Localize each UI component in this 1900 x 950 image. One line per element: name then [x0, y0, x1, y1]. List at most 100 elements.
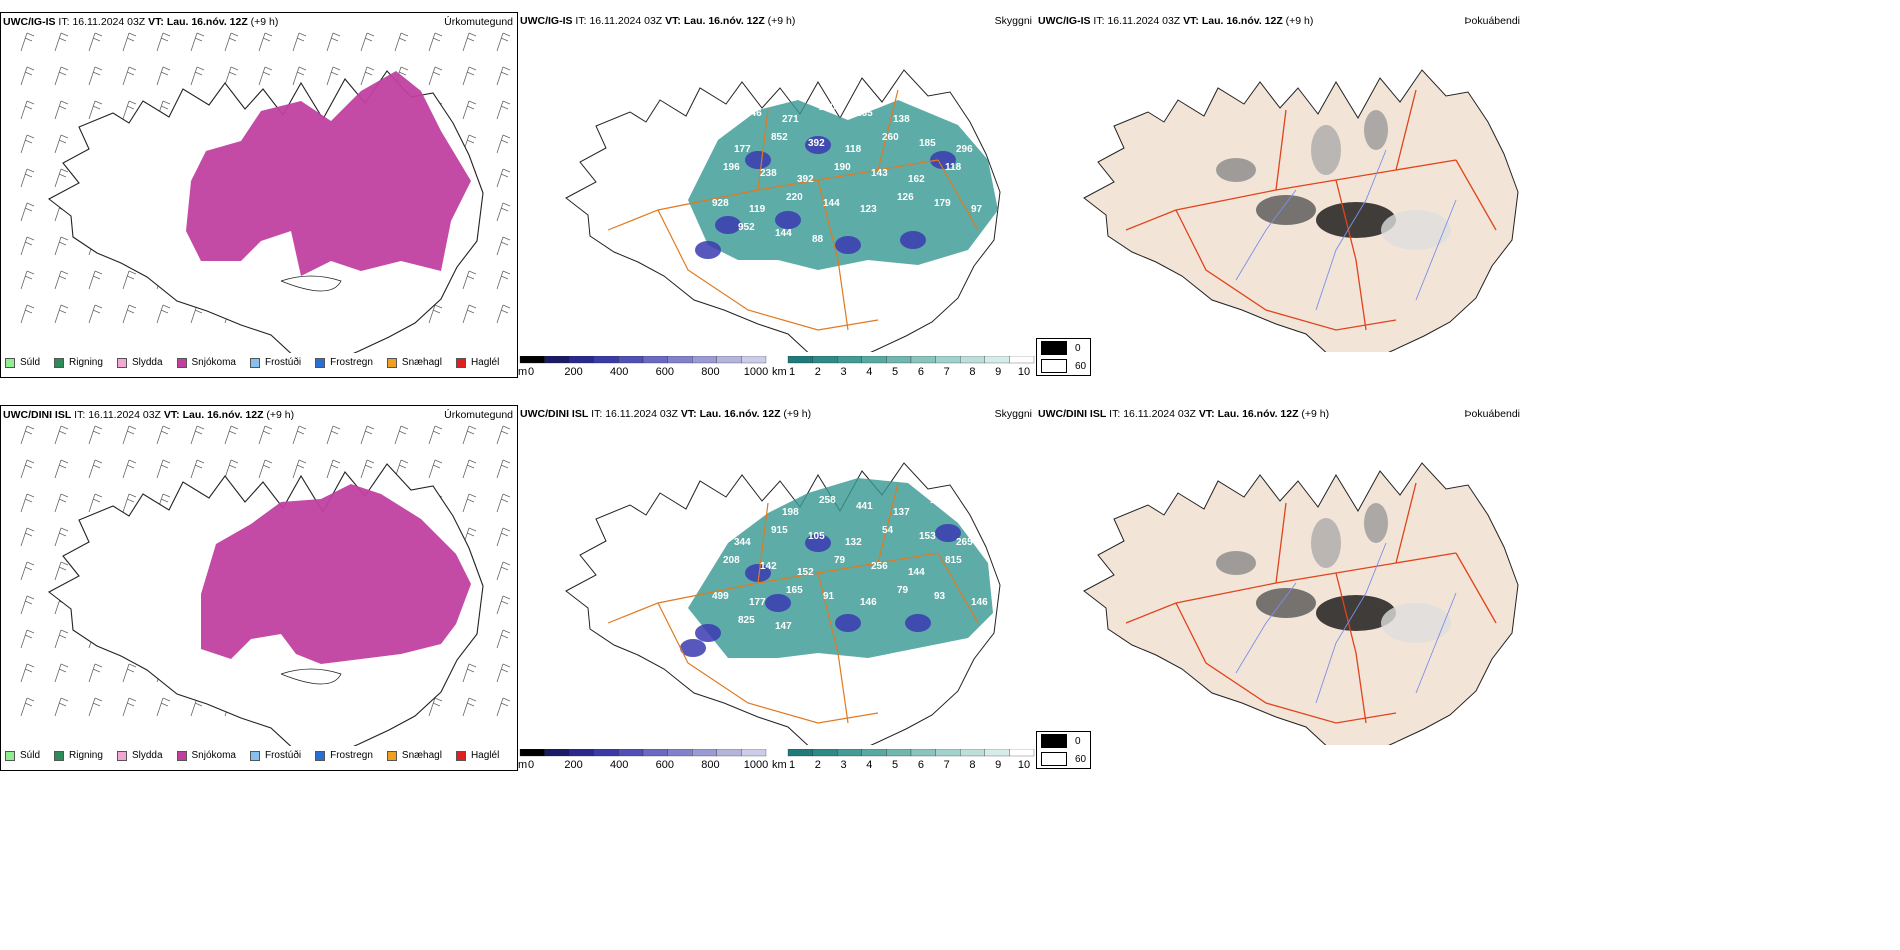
visibility-tick: 10: [1018, 759, 1030, 771]
wind-barb: [122, 459, 137, 479]
wind-barb: [462, 32, 477, 52]
wind-barb: [88, 697, 103, 717]
wind-barb: [496, 425, 511, 445]
fog-patch: [1311, 518, 1341, 568]
wind-barb: [156, 66, 171, 86]
wind-barb: [88, 32, 103, 52]
visibility-tick: 5: [892, 759, 898, 771]
wind-barb: [224, 32, 239, 52]
cloud-base-value: 499: [712, 591, 729, 602]
wind-barb: [394, 425, 409, 445]
legend-swatch: [455, 750, 466, 761]
wind-barb: [224, 459, 239, 479]
cloud-base-value: 88: [812, 234, 824, 245]
fog-legend-white-swatch: [1041, 752, 1067, 766]
precip-legend: Súld Rigning Slydda Snjókoma Frostúði Frostre…: [5, 750, 499, 761]
legend-swatch: [54, 750, 65, 761]
legend-item: Frostregn: [315, 357, 373, 368]
legend-item: Rigning: [54, 750, 103, 761]
fog-map: [1036, 30, 1524, 352]
wind-barb: [496, 304, 511, 324]
wind-barb: [360, 459, 375, 479]
visibility-colorbar-segment: [910, 356, 936, 364]
wind-barb: [122, 663, 137, 683]
height-colorbar-segment: [569, 356, 594, 364]
fog-patch: [1364, 110, 1388, 150]
low-cloud-cell: [935, 524, 961, 542]
wind-barb: [20, 134, 35, 154]
rivers: [1235, 542, 1457, 704]
wind-barb: [428, 304, 443, 324]
visibility-colorbar-segment: [886, 356, 912, 364]
legend-label: Snæhagl: [401, 357, 442, 368]
legend-item: Snæhagl: [386, 750, 442, 761]
legend-item: Snæhagl: [386, 357, 442, 368]
wind-barb: [88, 270, 103, 290]
snow-area: [186, 71, 471, 276]
cloud-base-value: 268: [745, 501, 762, 512]
low-cloud-cell: [680, 639, 706, 657]
visibility-tick: 7: [944, 759, 950, 771]
wind-barb: [394, 32, 409, 52]
cloud-base-value: 177: [749, 597, 766, 608]
fog-patch: [1311, 125, 1341, 175]
panel-header: UWC/IG-IS IT: 16.11.2024 03Z VT: Lau. 16…: [3, 16, 513, 28]
visibility-colorbar-segment: [935, 749, 961, 757]
fog-legend-white-swatch: [1041, 359, 1067, 373]
cloud-base-value: 271: [782, 114, 799, 125]
wind-barb: [224, 66, 239, 86]
road-network: [1125, 482, 1497, 724]
cloud-base-value: 126: [897, 192, 914, 203]
wind-barb: [54, 304, 69, 324]
wind-barb: [54, 697, 69, 717]
wind-barb: [20, 32, 35, 52]
visibility-tick: 3: [840, 366, 846, 378]
wind-barb: [54, 527, 69, 547]
fog-panel-1: UWC/IG-IS IT: 16.11.2024 03Z VT: Lau. 16…: [1036, 12, 1524, 378]
cloud-base-value: 208: [723, 555, 740, 566]
precip-legend: Súld Rigning Slydda Snjókoma Frostúði Frostre…: [5, 357, 499, 368]
legend-label: Slydda: [131, 357, 163, 368]
wind-barb: [496, 561, 511, 581]
road-network: [607, 482, 979, 724]
cloud-base-value: 132: [845, 537, 862, 548]
low-cloud-cell: [905, 614, 931, 632]
wind-barb: [20, 493, 35, 513]
legend-item: Snjókoma: [176, 357, 236, 368]
wind-barb: [20, 697, 35, 717]
legend-swatch: [386, 750, 397, 761]
wind-barb: [190, 425, 205, 445]
low-cloud-cell: [835, 614, 861, 632]
road-network: [1125, 89, 1497, 331]
cloud-base-value: 185: [919, 138, 936, 149]
wind-barb: [190, 459, 205, 479]
visibility-colorbar-segment: [787, 356, 813, 364]
height-colorbar-segment: [692, 749, 717, 757]
height-tick: 0: [528, 759, 534, 771]
wind-barb: [496, 493, 511, 513]
legend-swatch: [116, 750, 127, 761]
cloud-base-value: 915: [771, 525, 788, 536]
wind-barb: [122, 100, 137, 120]
wind-barb: [54, 134, 69, 154]
visibility-tick: 1: [789, 366, 795, 378]
height-colorbar-segment: [642, 356, 668, 364]
wind-barb: [20, 304, 35, 324]
low-cloud-cell: [745, 564, 771, 582]
wind-barb: [496, 32, 511, 52]
wind-barb: [292, 32, 307, 52]
legend-label: Haglél: [470, 750, 500, 761]
cloud-base-value: 256: [871, 561, 888, 572]
legend-label: Súld: [20, 357, 41, 368]
cloud-base-value: 142: [760, 561, 777, 572]
panel-title: Úrkomutegund: [444, 16, 513, 28]
wind-barb: [122, 66, 137, 86]
wind-barb: [122, 493, 137, 513]
legend-item: Frostregn: [315, 750, 373, 761]
visibility-colorbar-segment: [837, 356, 862, 364]
legend-swatch: [176, 750, 187, 761]
height-unit: m: [518, 759, 527, 771]
visibility-tick: 4: [866, 759, 872, 771]
cloud-base-value: 441: [856, 501, 873, 512]
wind-barb: [496, 629, 511, 649]
